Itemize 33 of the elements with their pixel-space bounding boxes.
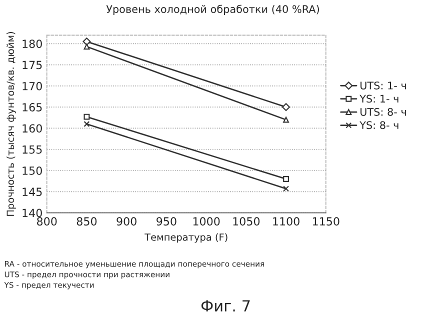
point (84, 44, 90, 50)
x-tick-label: 850 (76, 217, 97, 226)
point (282, 103, 290, 112)
y-tick-label: 145 (22, 188, 42, 196)
legend-label: UTS: 8- ч (360, 108, 406, 116)
x-tick-label: 950 (156, 217, 176, 226)
x-tick-label: 1050 (233, 217, 260, 226)
y-tick-label: 175 (22, 60, 42, 70)
x-tick-label: 800 (37, 217, 57, 226)
x-tick-label: 1000 (193, 217, 220, 226)
y-tick-label: 155 (22, 145, 42, 154)
x-tick-label: 900 (116, 217, 136, 226)
x-axis-title: Температура (F) (144, 233, 228, 243)
text: Фиг. 7 (201, 300, 250, 312)
chart-title: Уровень холодной обработки (40 %RA) (106, 4, 319, 16)
point (283, 176, 290, 182)
point (84, 114, 90, 120)
x-tick-label: 1150 (312, 217, 340, 226)
legend-label: UTS: 1- ч (360, 82, 406, 90)
y-tick-label: 140 (22, 208, 42, 218)
y-tick-label: 165 (22, 103, 42, 112)
legend-label: YS: 1- ч (360, 94, 398, 103)
y-tick-label: 180 (22, 40, 42, 48)
y-tick-label: 150 (22, 166, 42, 175)
point (283, 186, 290, 192)
y-axis-title: Прочность (тысяч фунтов/кв. дюйм) (6, 32, 16, 216)
point (84, 121, 90, 127)
point (283, 116, 290, 123)
x-tick-label: 1100 (273, 217, 300, 226)
y-tick-label: 160 (22, 124, 42, 133)
point (82, 38, 91, 46)
y-tick-label: 170 (22, 82, 42, 90)
legend-label: YS: 8- ч (360, 121, 398, 130)
